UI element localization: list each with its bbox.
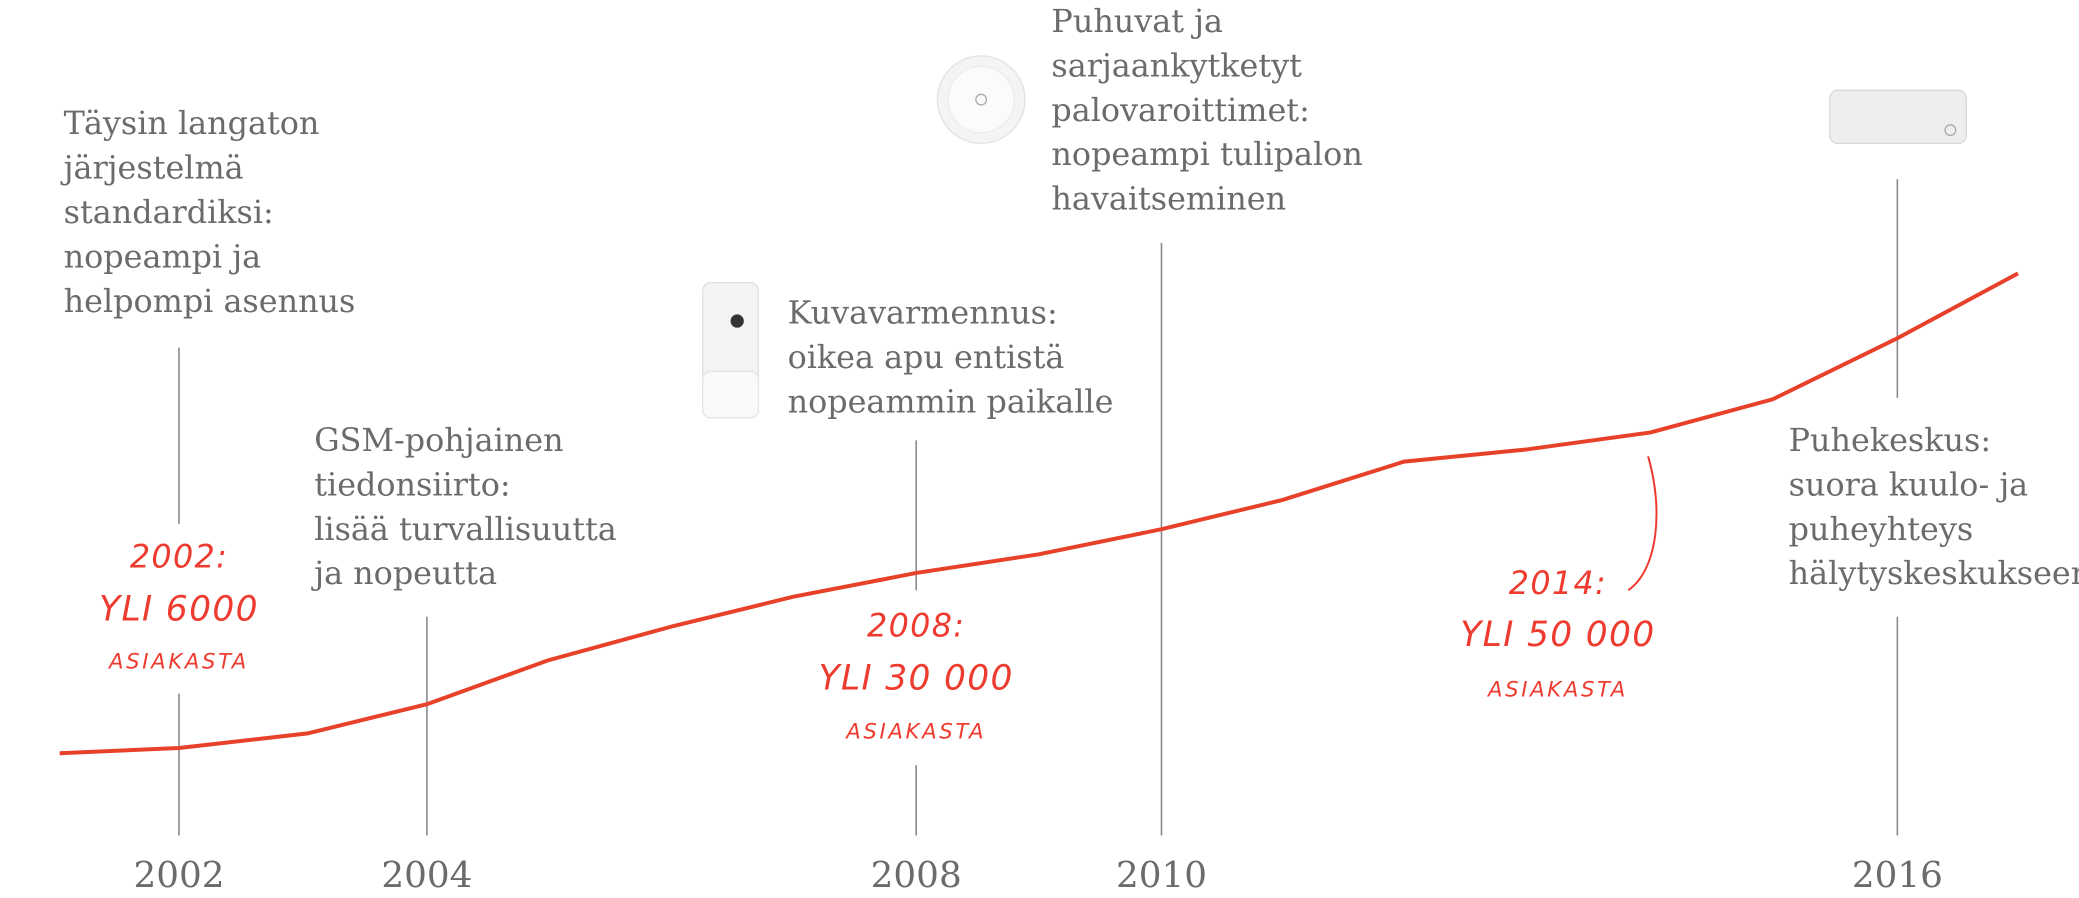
annotation-curve	[1627, 456, 1658, 592]
milestone-text: sarjaankytketyt	[1051, 46, 1302, 84]
vertical-lines	[178, 179, 1899, 836]
milestone-text: nopeampi tulipalon	[1051, 135, 1362, 173]
product-smoke-detector	[936, 55, 1026, 145]
handwritten-note: 2002:	[130, 538, 228, 576]
milestone-text: oikea apu entistä	[788, 338, 1065, 376]
milestone-text: standardiksi:	[64, 193, 274, 231]
handwritten-note: 2014:	[1509, 564, 1607, 602]
milestone-text: järjestelmä	[60, 149, 244, 187]
milestone-text: GSM-pohjainen	[314, 421, 563, 459]
product-speaker	[1829, 89, 1967, 145]
milestone-text: ja nopeutta	[310, 554, 497, 592]
growth-line	[59, 271, 2019, 756]
milestone-text: Puhekeskus:	[1789, 421, 1991, 459]
year-label: 2004	[381, 855, 472, 896]
milestone-text: lisää turvallisuutta	[314, 510, 617, 548]
handwritten-note: ASIAKASTA	[107, 649, 249, 674]
handwritten-note: YLI 6000	[99, 590, 259, 630]
milestone-text: Kuvavarmennus:	[788, 294, 1058, 332]
milestone-text: Puhuvat ja	[1051, 2, 1223, 40]
milestone-text: helpompi asennus	[64, 282, 356, 320]
milestone-text: puheyhteys	[1789, 510, 1974, 548]
product-camera	[702, 281, 760, 419]
year-label: 2002	[133, 855, 224, 896]
milestone-text: tiedonsiirto:	[314, 465, 510, 503]
milestone-text: Täysin langaton	[64, 104, 320, 142]
milestone-text: hälytyskeskukseen	[1789, 554, 2079, 592]
milestone-text: suora kuulo- ja	[1789, 465, 2029, 503]
handwritten-note: ASIAKASTA	[1486, 677, 1628, 702]
handwritten-note: YLI 50 000	[1460, 615, 1655, 655]
milestone-text: nopeammin paikalle	[788, 383, 1114, 421]
year-label: 2008	[871, 855, 962, 896]
milestone-text: palovaroittimet:	[1051, 91, 1309, 129]
year-label: 2016	[1852, 855, 1943, 896]
handwritten-note: 2008:	[867, 607, 965, 645]
year-label: 2010	[1116, 855, 1207, 896]
handwritten-note: ASIAKASTA	[844, 720, 986, 745]
milestone-text: nopeampi ja	[64, 237, 261, 275]
handwritten-note: YLI 30 000	[819, 659, 1014, 699]
milestone-text: havaitseminen	[1051, 180, 1286, 218]
